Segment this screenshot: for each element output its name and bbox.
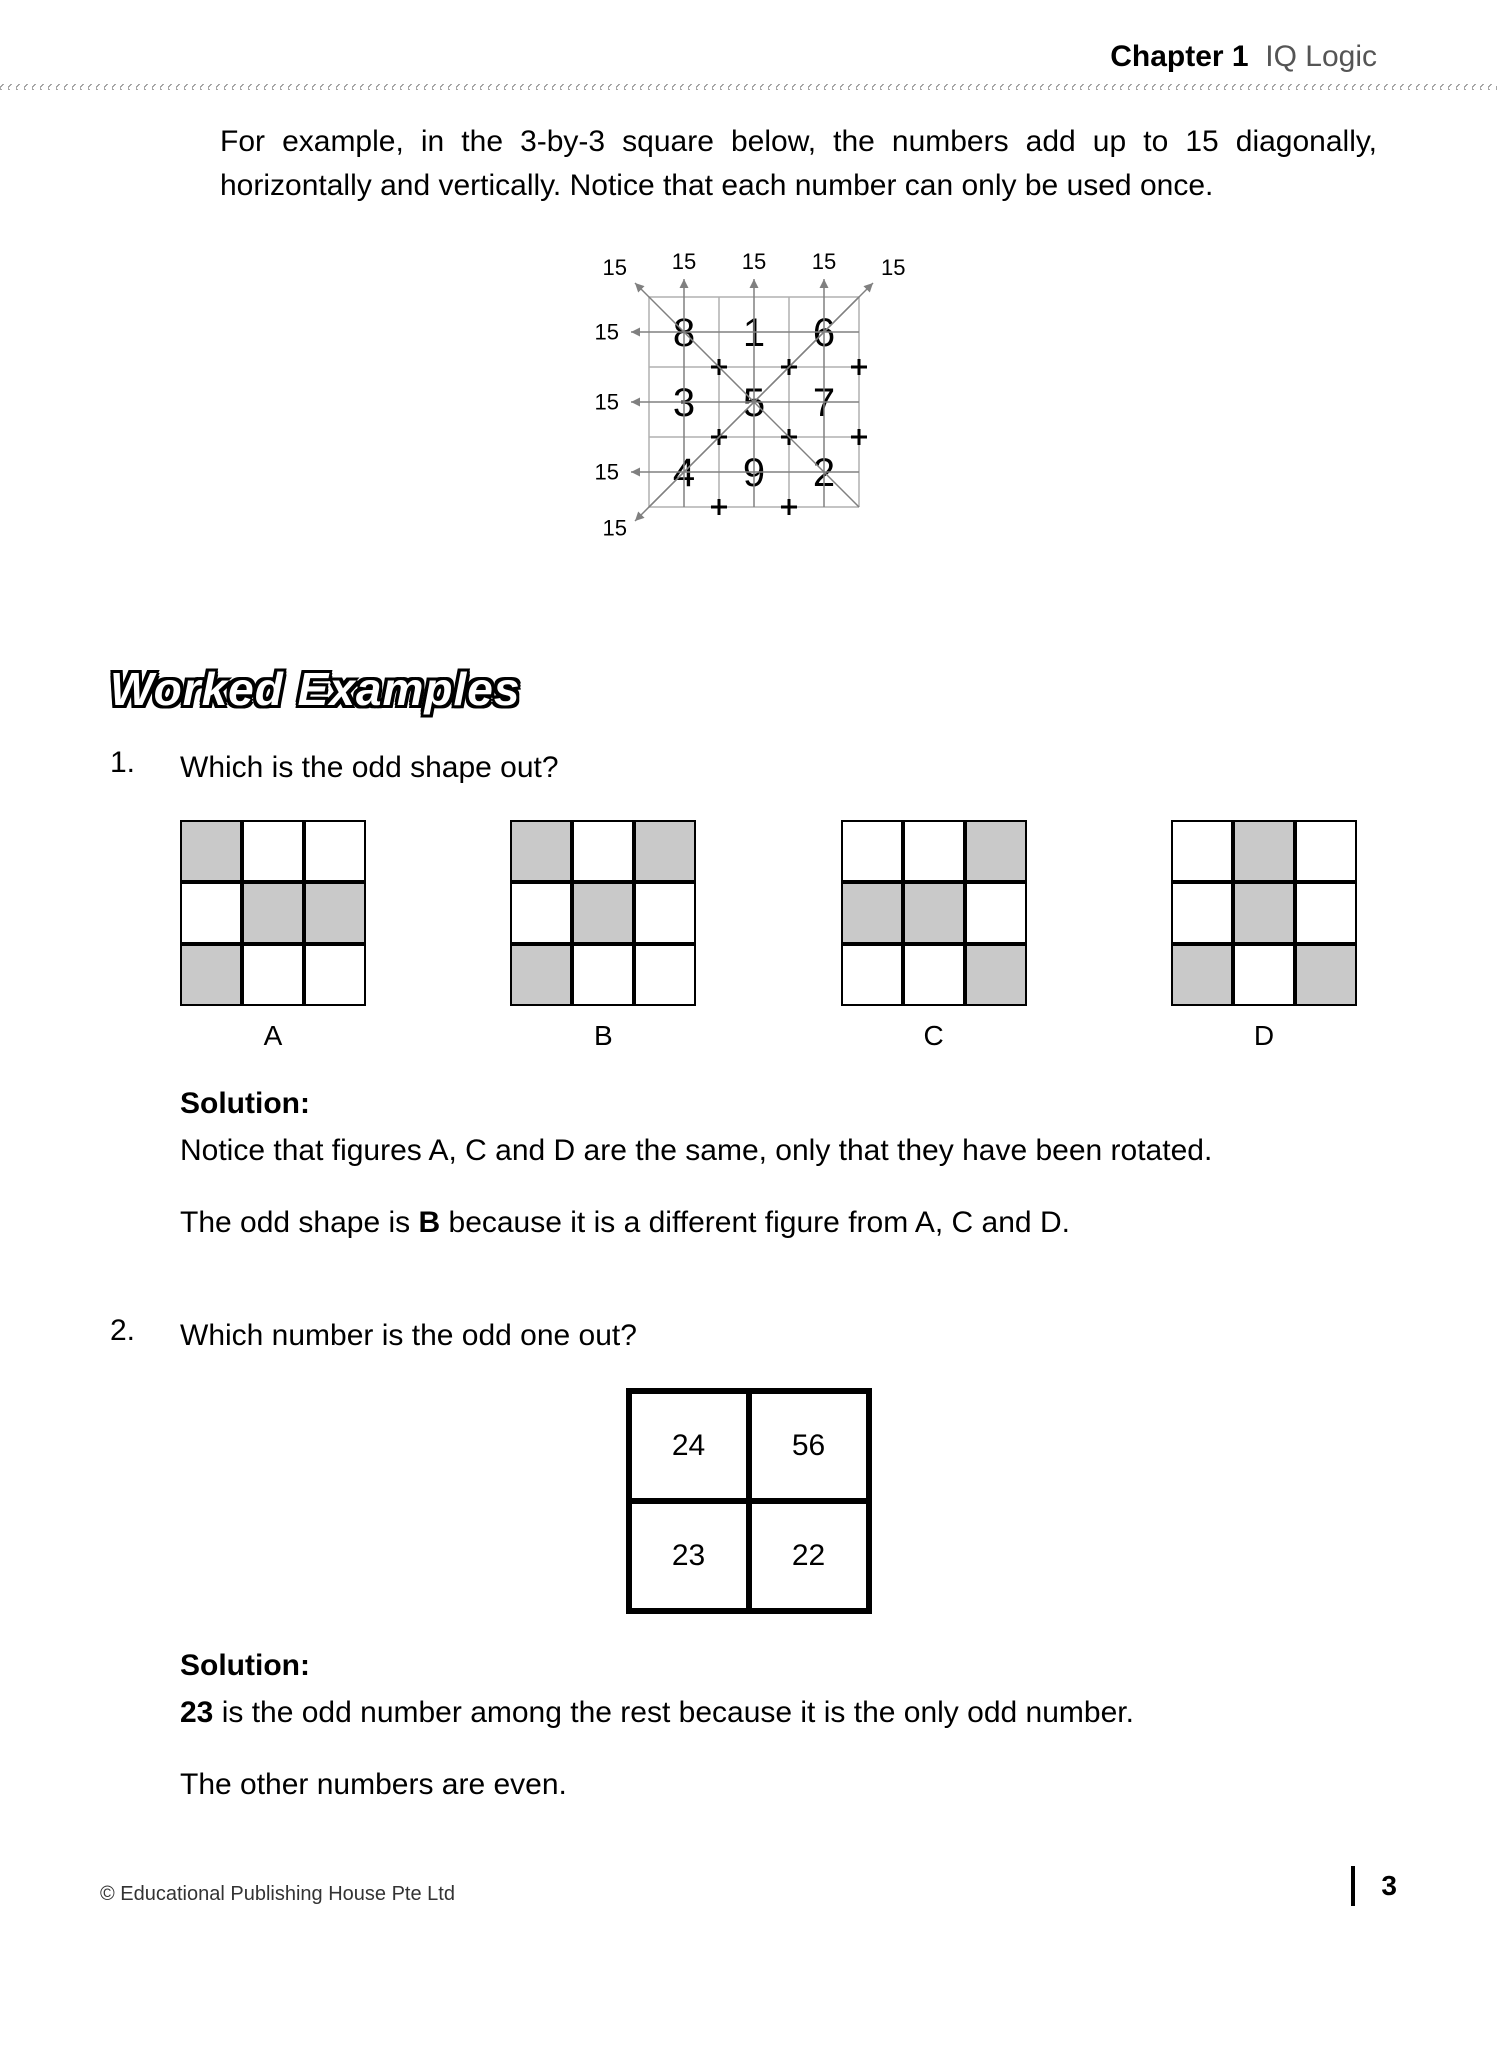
svg-text:15: 15 — [671, 249, 695, 274]
example-2-solution: Solution: 23 is the odd number among the… — [110, 1644, 1397, 1807]
shape-label: A — [180, 1020, 366, 1052]
shape-label: D — [1171, 1020, 1357, 1052]
shape-cell — [1233, 882, 1295, 944]
shape-cell — [1233, 820, 1295, 882]
page-footer: © Educational Publishing House Pte Ltd 3 — [100, 1866, 1397, 1906]
svg-text:15: 15 — [594, 390, 618, 415]
shape-cell — [572, 820, 634, 882]
solution-label: Solution: — [180, 1644, 1397, 1688]
svg-text:15: 15 — [602, 516, 626, 541]
shape-grid — [1171, 820, 1357, 1006]
shape-option-c: C — [841, 820, 1027, 1052]
shape-option-d: D — [1171, 820, 1357, 1052]
shape-cell — [304, 820, 366, 882]
svg-text:15: 15 — [741, 249, 765, 274]
svg-text:15: 15 — [881, 255, 905, 280]
page: Chapter 1 IQ Logic For example, in the 3… — [0, 0, 1497, 1946]
page-number: 3 — [1351, 1866, 1397, 1906]
example-2: 2. Which number is the odd one out? — [110, 1314, 1397, 1358]
svg-text:15: 15 — [594, 460, 618, 485]
shape-cell — [242, 882, 304, 944]
example-2-question: Which number is the odd one out? — [180, 1314, 1397, 1358]
number-cell: 24 — [629, 1391, 749, 1501]
svg-text:15: 15 — [811, 249, 835, 274]
shape-cell — [841, 882, 903, 944]
shape-cell — [510, 944, 572, 1006]
shape-cell — [180, 944, 242, 1006]
shape-cell — [841, 944, 903, 1006]
shape-options-row: A B C D — [180, 820, 1357, 1052]
zigzag-divider — [0, 84, 1497, 90]
intro-paragraph: For example, in the 3-by-3 square below,… — [220, 120, 1377, 207]
shape-cell — [903, 882, 965, 944]
shape-cell — [841, 820, 903, 882]
shape-cell — [903, 944, 965, 1006]
shape-cell — [242, 820, 304, 882]
magic-square-figure: 816357492151515151515151515 — [100, 237, 1397, 602]
shape-cell — [304, 944, 366, 1006]
number-cell: 22 — [749, 1501, 869, 1611]
shape-option-b: B — [510, 820, 696, 1052]
chapter-number: Chapter 1 — [1110, 40, 1248, 73]
svg-text:15: 15 — [602, 255, 626, 280]
shape-cell — [1295, 944, 1357, 1006]
solution-label: Solution: — [180, 1082, 1397, 1126]
example-1-solution: Solution: Notice that figures A, C and D… — [110, 1082, 1397, 1245]
shape-cell — [965, 944, 1027, 1006]
example-1-number: 1. — [110, 746, 180, 790]
shape-cell — [1171, 944, 1233, 1006]
shape-cell — [1295, 820, 1357, 882]
copyright-text: © Educational Publishing House Pte Ltd — [100, 1883, 455, 1906]
number-table: 24562322 — [626, 1388, 872, 1614]
shape-cell — [180, 820, 242, 882]
number-cell: 23 — [629, 1501, 749, 1611]
shape-cell — [510, 882, 572, 944]
example-2-number: 2. — [110, 1314, 180, 1358]
worked-examples-heading: Worked Examples — [110, 662, 520, 716]
shape-label: C — [841, 1020, 1027, 1052]
shape-cell — [304, 882, 366, 944]
shape-cell — [1171, 882, 1233, 944]
shape-cell — [1171, 820, 1233, 882]
number-table-figure: 24562322 — [100, 1388, 1397, 1614]
shape-cell — [634, 882, 696, 944]
example-1: 1. Which is the odd shape out? — [110, 746, 1397, 790]
chapter-title: IQ Logic — [1265, 40, 1377, 73]
shape-option-a: A — [180, 820, 366, 1052]
solution-text-2: The odd shape is B because it is a diffe… — [180, 1201, 1397, 1245]
solution-text-1: Notice that figures A, C and D are the s… — [180, 1129, 1397, 1173]
magic-square-svg: 816357492151515151515151515 — [519, 237, 979, 597]
shape-cell — [572, 944, 634, 1006]
shape-grid — [510, 820, 696, 1006]
solution-text-1: 23 is the odd number among the rest beca… — [180, 1691, 1397, 1735]
shape-cell — [1295, 882, 1357, 944]
shape-grid — [841, 820, 1027, 1006]
shape-cell — [180, 882, 242, 944]
shape-label: B — [510, 1020, 696, 1052]
solution-text-2: The other numbers are even. — [180, 1763, 1397, 1807]
shape-cell — [965, 882, 1027, 944]
shape-cell — [242, 944, 304, 1006]
example-1-question: Which is the odd shape out? — [180, 746, 1397, 790]
shape-cell — [510, 820, 572, 882]
shape-cell — [572, 882, 634, 944]
shape-cell — [634, 944, 696, 1006]
svg-text:15: 15 — [594, 320, 618, 345]
shape-cell — [634, 820, 696, 882]
shape-cell — [903, 820, 965, 882]
shape-cell — [965, 820, 1027, 882]
shape-cell — [1233, 944, 1295, 1006]
shape-grid — [180, 820, 366, 1006]
number-cell: 56 — [749, 1391, 869, 1501]
chapter-header: Chapter 1 IQ Logic — [100, 40, 1397, 74]
